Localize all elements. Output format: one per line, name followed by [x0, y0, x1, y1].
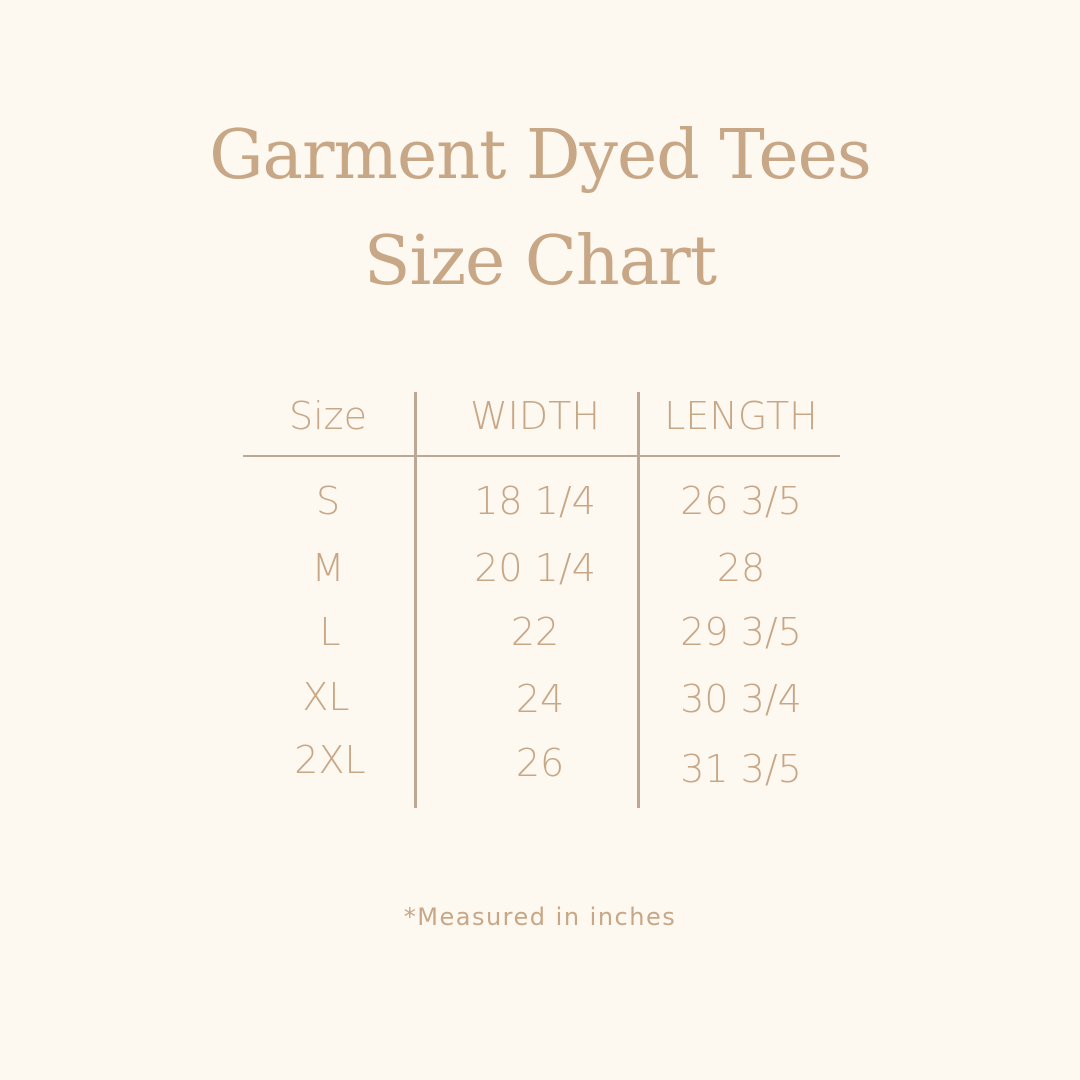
size-cell: M — [311, 546, 345, 590]
column-divider-1 — [414, 392, 417, 808]
title-line-2: Size Chart — [363, 222, 717, 301]
footnote: *Measured in inches — [403, 903, 677, 931]
header-length: LENGTH — [664, 394, 818, 438]
length-cell: 28 — [716, 546, 766, 590]
length-cell: 30 3/4 — [680, 677, 802, 721]
header-width: WIDTH — [470, 394, 600, 438]
size-cell: XL — [302, 675, 350, 719]
length-cell: 31 3/5 — [680, 747, 802, 791]
title-line-1: Garment Dyed Tees — [209, 116, 872, 195]
width-cell: 24 — [515, 677, 565, 721]
width-cell: 20 1/4 — [474, 546, 596, 590]
header-size: Size — [288, 394, 367, 438]
header-divider — [243, 455, 840, 457]
column-divider-2 — [637, 392, 640, 808]
length-cell: 26 3/5 — [680, 479, 802, 523]
size-cell: L — [319, 610, 341, 654]
length-cell: 29 3/5 — [680, 610, 802, 654]
size-cell: S — [315, 479, 341, 523]
width-cell: 22 — [510, 610, 560, 654]
size-cell: 2XL — [294, 738, 366, 782]
width-cell: 26 — [515, 741, 565, 785]
width-cell: 18 1/4 — [474, 479, 596, 523]
